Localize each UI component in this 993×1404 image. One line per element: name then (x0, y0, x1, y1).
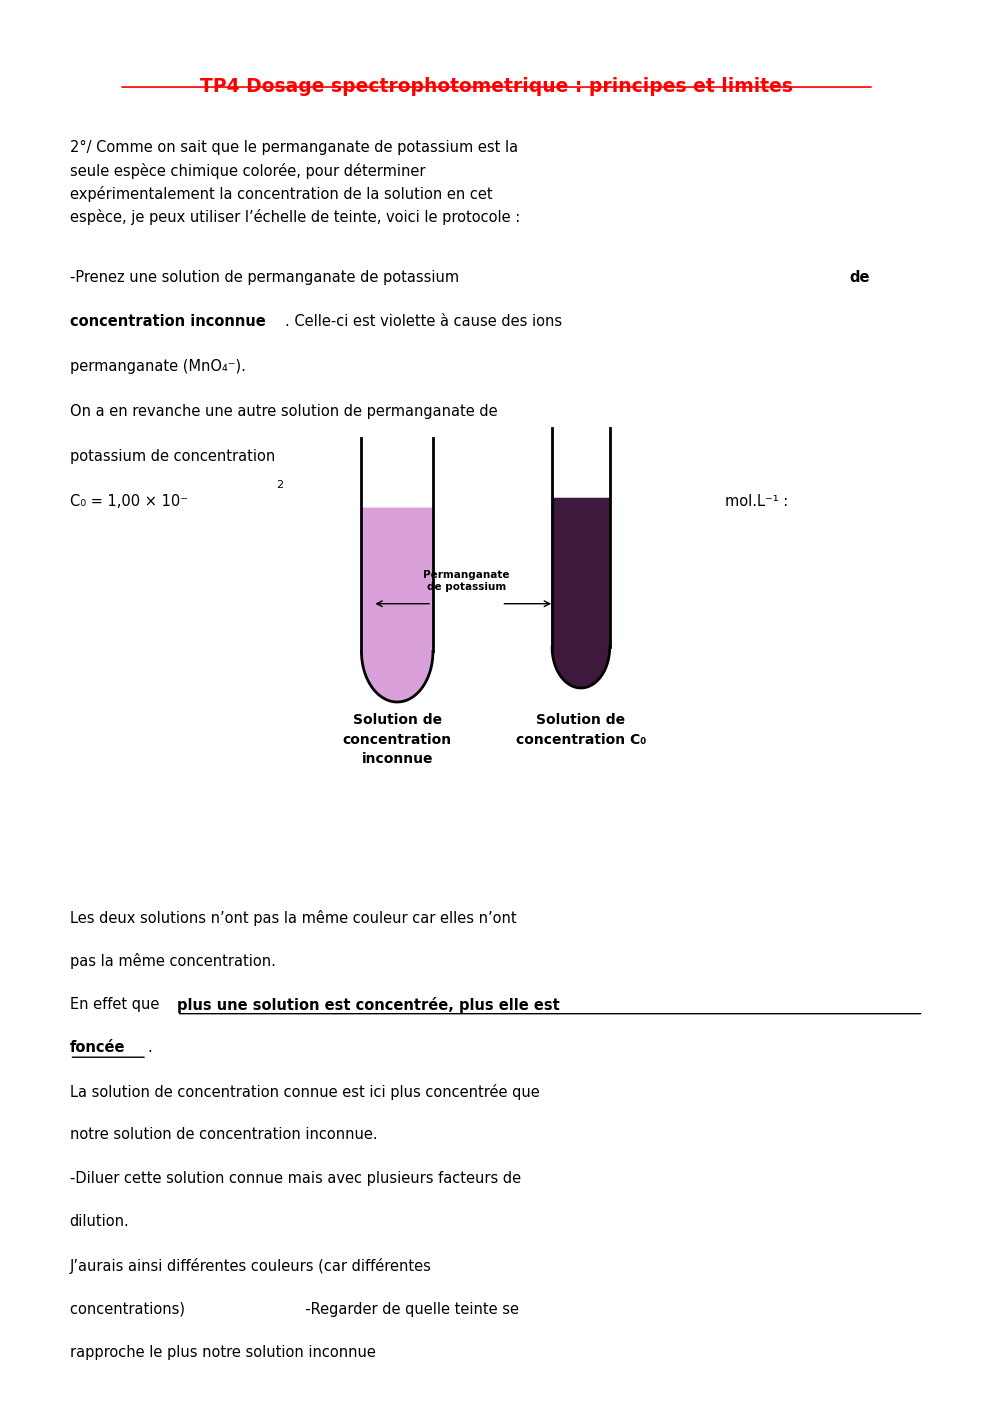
Text: concentrations)                          -Regarder de quelle teinte se: concentrations) -Regarder de quelle tein… (70, 1302, 518, 1317)
Text: Permanganate
de potassium: Permanganate de potassium (423, 570, 510, 592)
Polygon shape (361, 508, 433, 702)
Text: Les deux solutions n’ont pas la même couleur car elles n’ont: Les deux solutions n’ont pas la même cou… (70, 910, 516, 925)
Text: rapproche le plus notre solution inconnue: rapproche le plus notre solution inconnu… (70, 1345, 375, 1360)
Text: C₀ = 1,00 × 10⁻: C₀ = 1,00 × 10⁻ (70, 494, 188, 510)
Text: .: . (147, 1040, 152, 1056)
Text: On a en revanche une autre solution de permanganate de: On a en revanche une autre solution de p… (70, 404, 497, 420)
Text: pas la même concentration.: pas la même concentration. (70, 953, 275, 969)
Text: 2°/ Comme on sait que le permanganate de potassium est la
seule espèce chimique : 2°/ Comme on sait que le permanganate de… (70, 140, 519, 225)
Text: En effet que: En effet que (70, 997, 164, 1012)
Text: foncée: foncée (70, 1040, 125, 1056)
Text: J’aurais ainsi différentes couleurs (car différentes: J’aurais ainsi différentes couleurs (car… (70, 1258, 431, 1273)
Text: notre solution de concentration inconnue.: notre solution de concentration inconnue… (70, 1127, 377, 1143)
Text: TP4 Dosage spectrophotometrique : principes et limites: TP4 Dosage spectrophotometrique : princi… (200, 77, 793, 97)
Text: -Diluer cette solution connue mais avec plusieurs facteurs de: -Diluer cette solution connue mais avec … (70, 1171, 520, 1186)
Text: Solution de
concentration C₀: Solution de concentration C₀ (515, 713, 646, 747)
Text: permanganate (MnO₄⁻).: permanganate (MnO₄⁻). (70, 359, 245, 375)
Text: . Celle-ci est violette à cause des ions: . Celle-ci est violette à cause des ions (285, 314, 562, 330)
Text: potassium de concentration: potassium de concentration (70, 449, 275, 465)
Text: 2: 2 (276, 480, 283, 490)
Text: Solution de
concentration
inconnue: Solution de concentration inconnue (343, 713, 452, 767)
Polygon shape (552, 498, 610, 688)
Text: mol.L⁻¹ :: mol.L⁻¹ : (725, 494, 788, 510)
Text: La solution de concentration connue est ici plus concentrée que: La solution de concentration connue est … (70, 1084, 539, 1099)
Text: de: de (849, 270, 870, 285)
Text: dilution.: dilution. (70, 1214, 129, 1230)
Text: plus une solution est concentrée, plus elle est: plus une solution est concentrée, plus e… (177, 997, 559, 1012)
Text: -Prenez une solution de permanganate de potassium: -Prenez une solution de permanganate de … (70, 270, 464, 285)
Text: concentration inconnue: concentration inconnue (70, 314, 265, 330)
